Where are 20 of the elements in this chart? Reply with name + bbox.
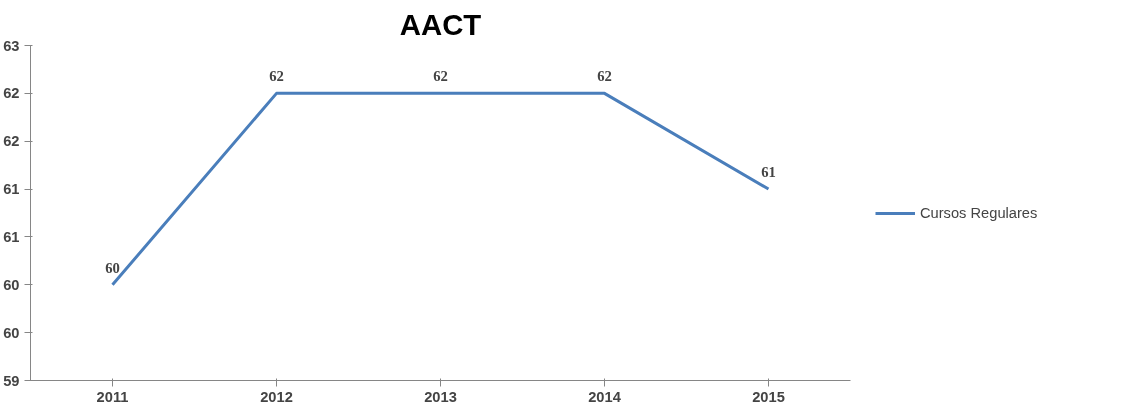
y-tick-label: 61 <box>3 228 20 245</box>
chart-title: AACT <box>399 7 482 41</box>
y-tick-label: 62 <box>3 85 20 102</box>
y-tick-label: 61 <box>3 181 20 198</box>
y-tick-label: 59 <box>3 372 20 389</box>
data-label: 62 <box>597 68 612 85</box>
x-tick-label: 2013 <box>424 388 457 405</box>
x-tick-label: 2012 <box>260 388 293 405</box>
x-tick-label: 2014 <box>588 388 622 405</box>
y-tick-label: 60 <box>3 276 20 293</box>
data-label: 62 <box>269 68 284 85</box>
data-label: 62 <box>433 68 448 85</box>
y-tick-label: 60 <box>3 324 20 341</box>
data-label: 61 <box>761 164 776 181</box>
y-tick-label: 62 <box>3 133 20 150</box>
x-tick-label: 2011 <box>96 388 129 405</box>
data-label: 60 <box>105 259 120 276</box>
legend-label: Cursos Regulares <box>920 204 1038 221</box>
y-tick-label: 63 <box>3 37 20 54</box>
x-tick-label: 2015 <box>752 388 785 405</box>
